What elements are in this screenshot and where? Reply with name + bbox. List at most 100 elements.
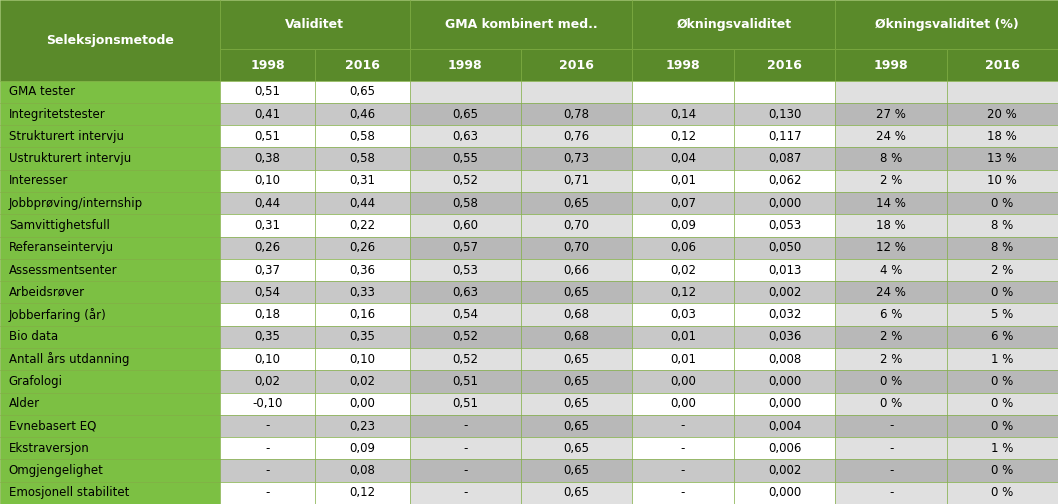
Bar	[315, 326, 409, 348]
Bar	[0, 103, 220, 125]
Text: 0,18: 0,18	[255, 308, 280, 321]
Text: 0 %: 0 %	[991, 419, 1014, 432]
Text: 0,053: 0,053	[768, 219, 801, 232]
Bar	[633, 326, 734, 348]
Bar	[409, 348, 521, 370]
Bar	[220, 303, 315, 326]
Text: -: -	[266, 486, 270, 499]
Bar	[947, 281, 1058, 303]
Bar	[0, 259, 220, 281]
Text: 2 %: 2 %	[991, 264, 1014, 277]
Bar	[220, 437, 315, 460]
Bar	[315, 437, 409, 460]
Text: 0,51: 0,51	[255, 85, 280, 98]
Bar	[220, 370, 315, 393]
Bar	[315, 393, 409, 415]
Text: 0,01: 0,01	[670, 331, 696, 343]
Bar	[315, 370, 409, 393]
Text: 1998: 1998	[874, 58, 909, 72]
Text: -: -	[463, 442, 468, 455]
Bar	[947, 370, 1058, 393]
Text: 0,68: 0,68	[564, 331, 589, 343]
Bar	[734, 170, 836, 192]
Text: 0,65: 0,65	[564, 464, 589, 477]
Text: 0,02: 0,02	[255, 375, 280, 388]
Bar	[315, 348, 409, 370]
Text: 0 %: 0 %	[880, 397, 902, 410]
Bar	[315, 170, 409, 192]
Bar	[0, 170, 220, 192]
Bar	[521, 415, 633, 437]
Text: Ekstraversjon: Ekstraversjon	[8, 442, 90, 455]
Bar	[521, 259, 633, 281]
Text: 0 %: 0 %	[991, 464, 1014, 477]
Bar	[633, 148, 734, 170]
Bar	[734, 281, 836, 303]
Text: 0,51: 0,51	[452, 375, 478, 388]
Text: 0,02: 0,02	[349, 375, 376, 388]
Bar	[315, 236, 409, 259]
Bar	[734, 103, 836, 125]
Bar	[521, 81, 633, 103]
Bar	[220, 49, 315, 81]
Bar	[633, 125, 734, 148]
Text: 0,087: 0,087	[768, 152, 801, 165]
Text: -: -	[266, 419, 270, 432]
Bar	[409, 437, 521, 460]
Text: 0,000: 0,000	[768, 375, 801, 388]
Bar	[836, 192, 947, 214]
Bar	[521, 49, 633, 81]
Text: 24 %: 24 %	[876, 286, 906, 299]
Text: Validitet: Validitet	[286, 18, 344, 31]
Text: 0,58: 0,58	[453, 197, 478, 210]
Text: 0,38: 0,38	[255, 152, 280, 165]
Bar	[836, 259, 947, 281]
Bar	[947, 81, 1058, 103]
Bar	[836, 103, 947, 125]
Text: 1998: 1998	[665, 58, 700, 72]
Bar	[734, 415, 836, 437]
Text: 0,65: 0,65	[452, 107, 478, 120]
Text: -: -	[266, 464, 270, 477]
Bar	[409, 81, 521, 103]
Text: 0,10: 0,10	[349, 353, 376, 366]
Text: 0,26: 0,26	[254, 241, 280, 254]
Text: 0,70: 0,70	[564, 219, 589, 232]
Text: 14 %: 14 %	[876, 197, 906, 210]
Bar	[220, 281, 315, 303]
Text: 6 %: 6 %	[880, 308, 902, 321]
Bar	[521, 482, 633, 504]
Bar	[836, 393, 947, 415]
Bar	[633, 103, 734, 125]
Text: 0,51: 0,51	[255, 130, 280, 143]
Bar	[947, 170, 1058, 192]
Bar	[633, 236, 734, 259]
Text: 0,16: 0,16	[349, 308, 376, 321]
Text: 0,71: 0,71	[564, 174, 589, 187]
Text: 0,44: 0,44	[349, 197, 376, 210]
Text: 0,66: 0,66	[564, 264, 589, 277]
Bar	[633, 437, 734, 460]
Text: 2 %: 2 %	[880, 174, 902, 187]
Text: 2 %: 2 %	[880, 353, 902, 366]
Text: 0,55: 0,55	[453, 152, 478, 165]
Bar	[0, 303, 220, 326]
Bar	[633, 460, 734, 482]
Bar	[409, 326, 521, 348]
Bar	[315, 482, 409, 504]
Text: 13 %: 13 %	[987, 152, 1017, 165]
Text: 0,00: 0,00	[670, 375, 696, 388]
Text: 0,33: 0,33	[349, 286, 376, 299]
Bar	[947, 192, 1058, 214]
Text: 0,57: 0,57	[452, 241, 478, 254]
Text: 0,006: 0,006	[768, 442, 801, 455]
Text: Alder: Alder	[8, 397, 40, 410]
Bar	[409, 236, 521, 259]
Bar	[315, 148, 409, 170]
Text: 0,65: 0,65	[564, 486, 589, 499]
Text: 0 %: 0 %	[991, 397, 1014, 410]
Bar	[409, 170, 521, 192]
Bar	[315, 81, 409, 103]
Text: Integritetstester: Integritetstester	[8, 107, 106, 120]
Bar	[521, 348, 633, 370]
